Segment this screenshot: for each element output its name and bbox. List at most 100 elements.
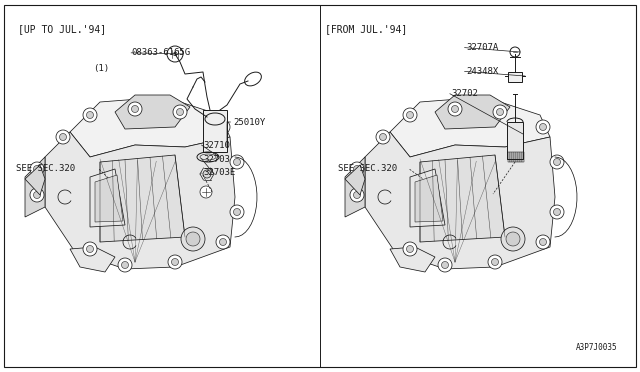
Bar — [510, 152, 511, 162]
Polygon shape — [365, 132, 555, 269]
Circle shape — [220, 124, 227, 131]
Circle shape — [181, 227, 205, 251]
Circle shape — [86, 246, 93, 253]
Circle shape — [60, 134, 67, 141]
Text: 32703E: 32703E — [204, 168, 236, 177]
Circle shape — [220, 238, 227, 246]
Circle shape — [56, 130, 70, 144]
Bar — [518, 152, 520, 162]
Polygon shape — [415, 175, 443, 222]
Circle shape — [376, 130, 390, 144]
Circle shape — [203, 170, 211, 178]
Circle shape — [380, 134, 387, 141]
Circle shape — [131, 106, 138, 112]
Circle shape — [403, 108, 417, 122]
Circle shape — [30, 188, 44, 202]
Circle shape — [554, 158, 561, 166]
Polygon shape — [25, 157, 45, 217]
Circle shape — [186, 232, 200, 246]
Circle shape — [550, 205, 564, 219]
Circle shape — [350, 162, 364, 176]
Circle shape — [442, 262, 449, 269]
Bar — [516, 152, 518, 162]
Polygon shape — [435, 95, 510, 129]
Circle shape — [540, 238, 547, 246]
Text: 32707A: 32707A — [466, 43, 498, 52]
Circle shape — [406, 112, 413, 119]
Circle shape — [350, 188, 364, 202]
Polygon shape — [115, 95, 190, 129]
Bar — [508, 72, 522, 82]
Circle shape — [353, 166, 360, 173]
Circle shape — [234, 208, 241, 215]
Polygon shape — [90, 169, 125, 227]
Circle shape — [536, 120, 550, 134]
Polygon shape — [410, 169, 445, 227]
Circle shape — [122, 262, 129, 269]
Circle shape — [536, 235, 550, 249]
Text: [UP TO JUL.'94]: [UP TO JUL.'94] — [18, 24, 106, 34]
Circle shape — [501, 227, 525, 251]
Polygon shape — [390, 97, 550, 157]
Text: 08363-6165G: 08363-6165G — [131, 48, 190, 57]
Text: [FROM JUL.'94]: [FROM JUL.'94] — [325, 24, 408, 34]
Circle shape — [86, 112, 93, 119]
Circle shape — [554, 208, 561, 215]
Circle shape — [492, 259, 499, 266]
Bar — [507, 122, 523, 152]
Circle shape — [83, 108, 97, 122]
Circle shape — [33, 166, 40, 173]
Bar — [512, 152, 513, 162]
Circle shape — [216, 235, 230, 249]
Text: 25010Y: 25010Y — [234, 118, 266, 126]
Circle shape — [30, 162, 44, 176]
Bar — [508, 152, 509, 162]
Polygon shape — [100, 155, 185, 242]
Text: 32702: 32702 — [452, 89, 479, 98]
Circle shape — [506, 232, 520, 246]
Circle shape — [451, 106, 458, 112]
Text: S: S — [173, 51, 177, 57]
Text: SEE SEC.320: SEE SEC.320 — [338, 164, 397, 173]
Circle shape — [353, 192, 360, 199]
Circle shape — [200, 186, 212, 198]
Polygon shape — [25, 165, 45, 195]
Polygon shape — [45, 132, 235, 269]
Polygon shape — [345, 157, 365, 217]
Circle shape — [168, 255, 182, 269]
Text: A3P7J0035: A3P7J0035 — [576, 343, 618, 352]
Circle shape — [497, 109, 504, 115]
Text: SEE SEC.320: SEE SEC.320 — [16, 164, 75, 173]
Text: 32710: 32710 — [204, 141, 230, 150]
Circle shape — [83, 242, 97, 256]
Circle shape — [172, 259, 179, 266]
Polygon shape — [345, 165, 365, 195]
Polygon shape — [70, 247, 115, 272]
Text: 24348X: 24348X — [466, 67, 498, 76]
Polygon shape — [70, 97, 230, 157]
Bar — [520, 152, 522, 162]
Bar — [522, 152, 524, 162]
Circle shape — [216, 120, 230, 134]
Circle shape — [403, 242, 417, 256]
Circle shape — [173, 105, 187, 119]
Circle shape — [230, 155, 244, 169]
Circle shape — [118, 258, 132, 272]
Circle shape — [540, 124, 547, 131]
Circle shape — [406, 246, 413, 253]
Circle shape — [177, 109, 184, 115]
Bar — [203, 110, 227, 152]
Circle shape — [230, 205, 244, 219]
Circle shape — [488, 255, 502, 269]
Circle shape — [510, 47, 520, 57]
Text: 32703: 32703 — [204, 155, 230, 164]
Polygon shape — [390, 247, 435, 272]
Circle shape — [438, 258, 452, 272]
Polygon shape — [95, 175, 123, 222]
Circle shape — [448, 102, 462, 116]
Circle shape — [167, 46, 183, 62]
Circle shape — [33, 192, 40, 199]
Text: (1): (1) — [93, 64, 109, 73]
Bar — [514, 152, 515, 162]
Polygon shape — [420, 155, 505, 242]
